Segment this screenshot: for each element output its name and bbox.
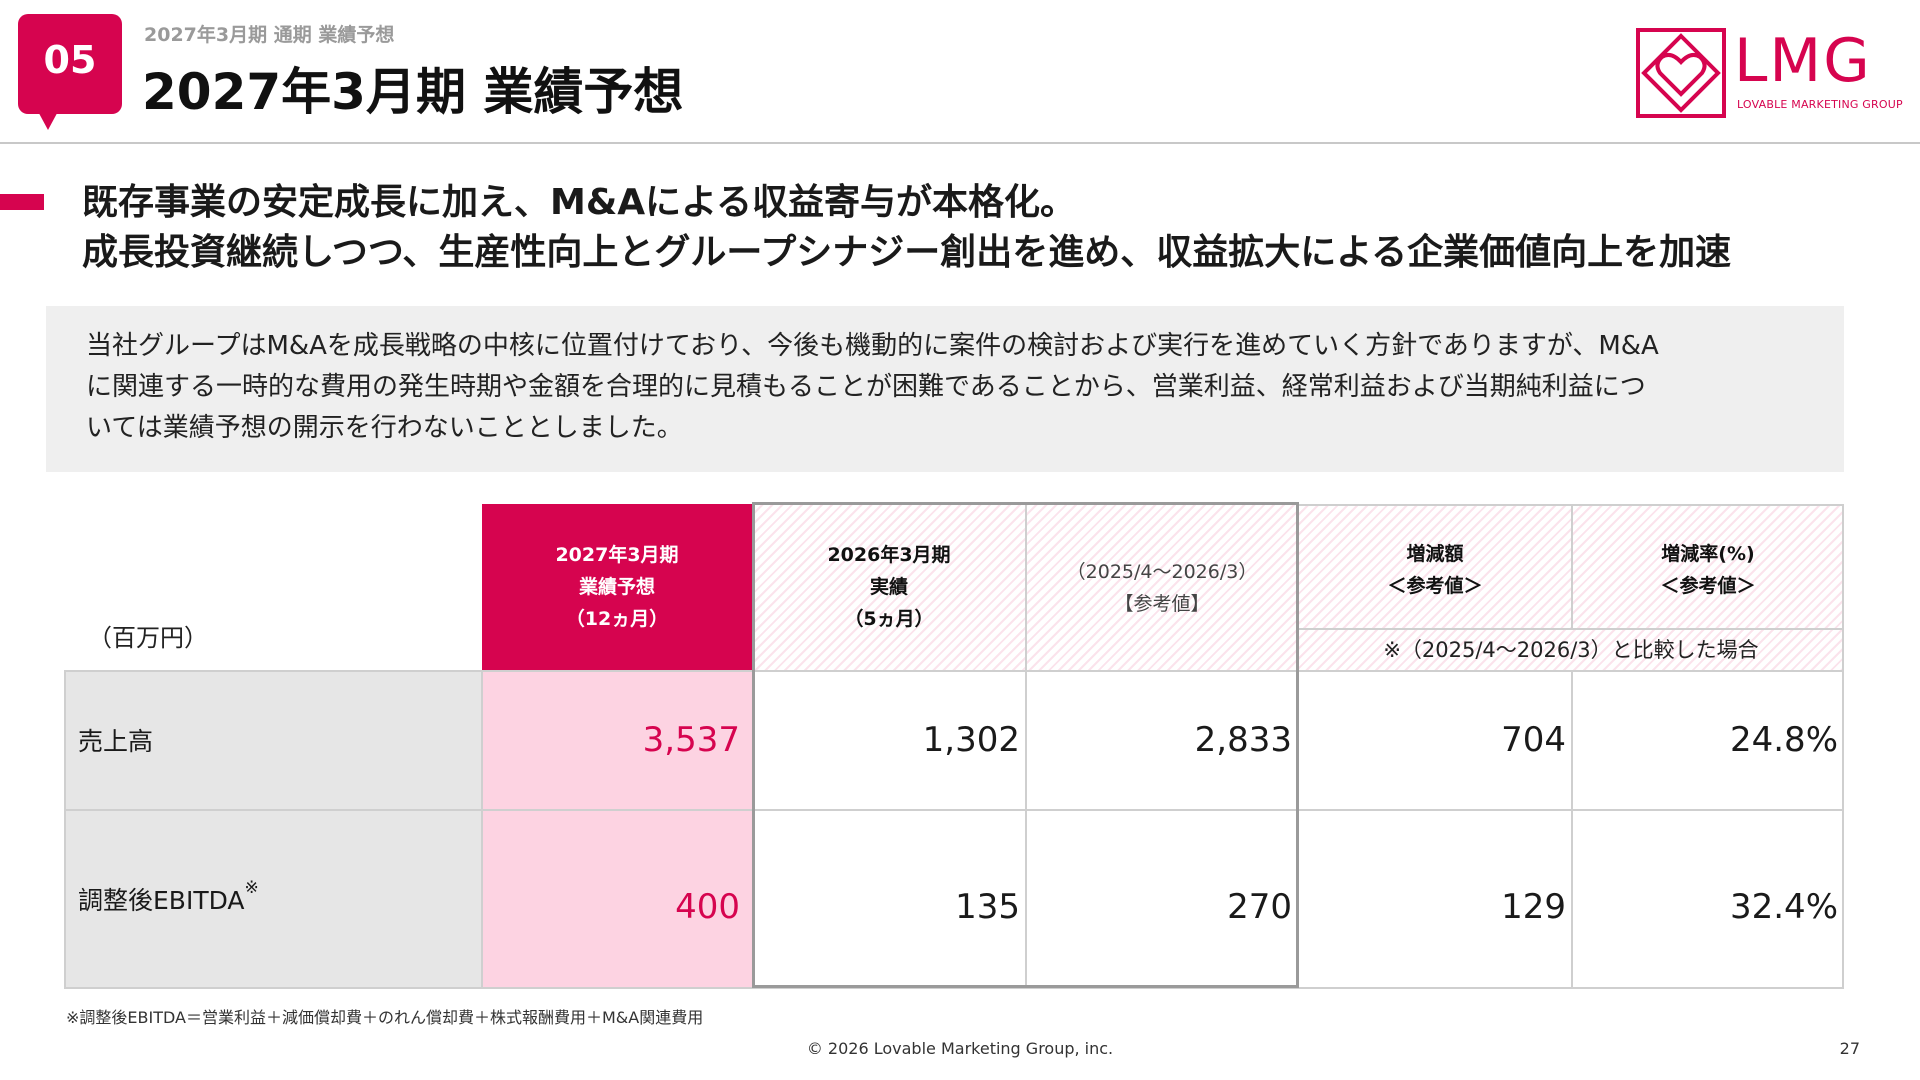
- breadcrumb: 2027年3月期 通期 業績予想: [144, 24, 395, 46]
- badge-tail: [34, 104, 62, 130]
- headline-line-2: 成長投資継続しつつ、生産性向上とグループシナジー創出を進め、収益拡大による企業価…: [82, 232, 1732, 273]
- note-line-3: いては業績予想の開示を行わないこととしました。: [86, 413, 683, 443]
- headline-line-1: 既存事業の安定成長に加え、M&Aによる収益寄与が本格化。: [82, 182, 1077, 223]
- cell-value: 24.8%: [1729, 720, 1838, 760]
- comparison-note-text: ※（2025/4～2026/3）と比較した場合: [1383, 638, 1759, 662]
- ebitda-footnote: ※調整後EBITDA＝営業利益＋減価償却費＋のれん償却費＋株式報酬費用＋M&A関…: [66, 1008, 704, 1027]
- row-label-suffix: ※: [244, 878, 259, 898]
- section-number: 05: [43, 38, 97, 82]
- copyright: © 2026 Lovable Marketing Group, inc.: [806, 1039, 1114, 1058]
- grid-line: [64, 670, 66, 989]
- grid-line: [64, 670, 1844, 672]
- disclosure-note-box: 当社グループはM&Aを成長戦略の中核に位置付けており、今後も機動的に案件の検討お…: [46, 306, 1844, 472]
- cell-ebitda-change-amount: 129: [1298, 810, 1572, 988]
- unit-label: （百万円）: [88, 624, 208, 652]
- cell-ebitda-forecast: 400: [482, 810, 752, 988]
- cell-sales-actual: 1,302: [752, 670, 1026, 810]
- row-label-text: 調整後EBITDA: [78, 886, 245, 915]
- cell-sales-change-rate: 24.8%: [1572, 670, 1844, 810]
- cell-value: 400: [675, 887, 740, 927]
- grid-line: [1842, 504, 1844, 989]
- cell-value: 32.4%: [1729, 887, 1838, 927]
- cell-value: 135: [955, 887, 1020, 927]
- grid-line: [481, 670, 483, 989]
- logo-wordmark: LMG: [1734, 26, 1872, 96]
- cell-sales-forecast: 3,537: [482, 670, 752, 810]
- header-forecast-period: 2027年3月期: [555, 544, 679, 566]
- grid-line: [1025, 504, 1027, 989]
- page-title: 2027年3月期 業績予想: [142, 63, 684, 121]
- cell-value: 2,833: [1194, 720, 1292, 760]
- header-forecast-type: 業績予想: [578, 576, 655, 598]
- headline-accent-bar: [0, 194, 44, 210]
- note-line-2: に関連する一時的な費用の発生時期や金額を合理的に見積もることが困難であることから…: [86, 372, 1646, 402]
- page-number: 27: [1839, 1039, 1860, 1058]
- header-reference: （2025/4～2026/3） 【参考値】: [1026, 504, 1298, 670]
- section-number-badge: 05: [18, 14, 122, 114]
- heart-diamond-logo-icon: [1636, 28, 1726, 118]
- header-actual: 2026年3月期 実績 （5ヵ月）: [752, 504, 1026, 670]
- cell-value: 1,302: [922, 720, 1020, 760]
- actual-block-frame: [752, 502, 1299, 988]
- header-forecast-months: （12ヵ月）: [565, 608, 669, 630]
- cell-value: 704: [1501, 720, 1566, 760]
- grid-line: [64, 987, 1844, 989]
- header-change-rate: 増減率(%) ＜参考値＞: [1572, 504, 1844, 628]
- row-label-sales: 売上高: [64, 670, 482, 810]
- logo-subtitle: LOVABLE MARKETING GROUP: [1737, 98, 1903, 111]
- header-change-amount-ref: ＜参考値＞: [1387, 575, 1483, 597]
- header-actual-period: 2026年3月期: [827, 544, 951, 566]
- cell-sales-change-amount: 704: [1298, 670, 1572, 810]
- cell-ebitda-reference: 270: [1026, 810, 1298, 988]
- header-divider: [0, 142, 1920, 144]
- disclosure-note-text: 当社グループはM&Aを成長戦略の中核に位置付けており、今後も機動的に案件の検討お…: [86, 326, 1806, 449]
- note-line-1: 当社グループはM&Aを成長戦略の中核に位置付けており、今後も機動的に案件の検討お…: [86, 331, 1659, 361]
- header-actual-months: （5ヵ月）: [844, 608, 934, 630]
- header-change-amount: 増減額 ＜参考値＞: [1298, 504, 1572, 628]
- headline: 既存事業の安定成長に加え、M&Aによる収益寄与が本格化。 成長投資継続しつつ、生…: [82, 178, 1731, 278]
- cell-ebitda-actual: 135: [752, 810, 1026, 988]
- header-change-rate-ref: ＜参考値＞: [1660, 575, 1756, 597]
- header-change-amount-title: 増減額: [1406, 543, 1464, 565]
- comparison-note: ※（2025/4～2026/3）と比較した場合: [1298, 628, 1844, 670]
- grid-line: [64, 809, 1844, 811]
- cell-value: 3,537: [642, 720, 740, 760]
- cell-ebitda-change-rate: 32.4%: [1572, 810, 1844, 988]
- header-actual-type: 実績: [869, 576, 908, 598]
- grid-line: [1571, 504, 1573, 628]
- row-label-adjusted-ebitda: 調整後EBITDA ※: [64, 810, 482, 988]
- cell-sales-reference: 2,833: [1026, 670, 1298, 810]
- cell-value: 270: [1227, 887, 1292, 927]
- grid-line: [1571, 670, 1573, 989]
- cell-value: 129: [1501, 887, 1566, 927]
- header-forecast: 2027年3月期 業績予想 （12ヵ月）: [482, 504, 752, 670]
- header-reference-period: （2025/4～2026/3）: [1066, 561, 1258, 583]
- header-change-rate-title: 増減率(%): [1661, 543, 1755, 565]
- company-logo: LMG LOVABLE MARKETING GROUP: [1636, 26, 1903, 120]
- grid-line: [1298, 628, 1844, 630]
- row-label-text: 売上高: [78, 727, 154, 756]
- grid-line: [1298, 504, 1844, 506]
- header-reference-label: 【参考値】: [1114, 593, 1210, 615]
